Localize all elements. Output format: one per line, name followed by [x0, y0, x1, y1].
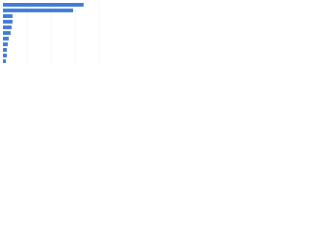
page: {"chart_data": {"type": "bar", "orientat…: [0, 0, 320, 71]
bar: [3, 36, 9, 41]
bar: [3, 53, 7, 58]
chart: [3, 2, 100, 64]
bar: [3, 14, 13, 18]
bar: [3, 48, 7, 52]
bar: [3, 59, 6, 64]
bar: [3, 42, 8, 47]
bar: [3, 8, 74, 13]
bar: [3, 2, 84, 7]
bar: [3, 19, 13, 24]
bar: [3, 25, 12, 30]
bar: [3, 31, 11, 35]
